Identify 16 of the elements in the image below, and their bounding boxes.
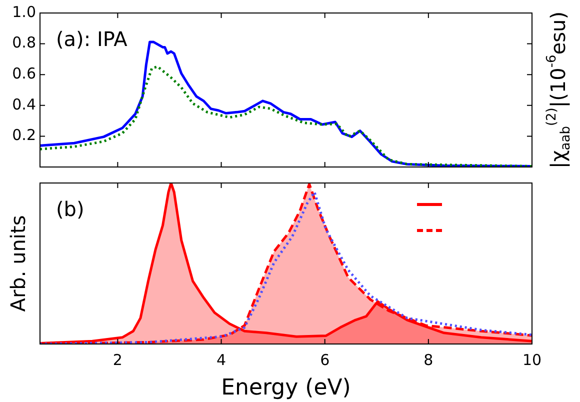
y2-axis-title: |χaab(2)|(10-6esu) — [544, 11, 574, 169]
x-tick-label: 10 — [522, 350, 542, 369]
y-axis-title: Arb. units — [6, 215, 30, 312]
x-axis-title: Energy (eV) — [221, 376, 351, 401]
y-tick-label: 0.6 — [12, 64, 36, 82]
y-tick-label: 0.2 — [12, 126, 36, 144]
y-tick-label: 0.8 — [12, 34, 36, 52]
y-tick-label: 0.4 — [12, 95, 36, 114]
y-tick-label: 1.0 — [12, 2, 36, 21]
x-tick-label: 8 — [424, 350, 434, 369]
line-series — [40, 65, 532, 167]
annotation: (b) — [56, 197, 84, 222]
annotation: (a): IPA — [56, 27, 128, 52]
x-tick-label: 2 — [112, 350, 122, 369]
x-tick-label: 4 — [216, 350, 226, 369]
x-tick-label: 6 — [320, 350, 330, 369]
